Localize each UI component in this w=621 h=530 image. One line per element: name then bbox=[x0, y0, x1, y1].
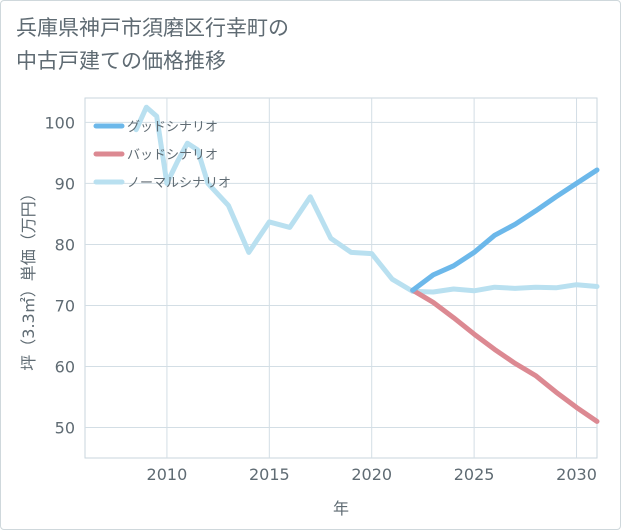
legend-label[interactable]: グッドシナリオ bbox=[127, 120, 218, 135]
y-axis-label: 坪（3.3㎡）単価（万円） bbox=[19, 185, 38, 370]
x-tick-label: 2010 bbox=[147, 465, 188, 484]
x-tick-label: 2020 bbox=[351, 465, 392, 484]
chart-title-line-2: 中古戸建ての価格推移 bbox=[16, 49, 226, 73]
plot-area bbox=[84, 97, 598, 459]
legend-label[interactable]: バッドシナリオ bbox=[127, 148, 218, 163]
y-tick-label: 80 bbox=[55, 235, 75, 254]
series-line-2 bbox=[410, 287, 600, 424]
chart-title: 兵庫県神戸市須磨区行幸町の 中古戸建ての価格推移 bbox=[16, 12, 436, 78]
x-tick-label: 2015 bbox=[249, 465, 290, 484]
series-line-1 bbox=[410, 167, 600, 293]
y-tick-label: 70 bbox=[55, 296, 75, 315]
y-tick-label: 100 bbox=[44, 113, 75, 132]
legend-label[interactable]: ノーマルシナリオ bbox=[127, 176, 231, 191]
y-tick-label: 60 bbox=[55, 357, 75, 376]
x-tick-label: 2030 bbox=[556, 465, 597, 484]
x-axis-label: 年 bbox=[333, 499, 349, 518]
series-line-3 bbox=[133, 104, 600, 295]
y-tick-label: 90 bbox=[55, 174, 75, 193]
y-tick-label: 50 bbox=[55, 418, 75, 437]
x-tick-label: 2025 bbox=[454, 465, 495, 484]
chart-title-line-1: 兵庫県神戸市須磨区行幸町の bbox=[16, 16, 289, 40]
